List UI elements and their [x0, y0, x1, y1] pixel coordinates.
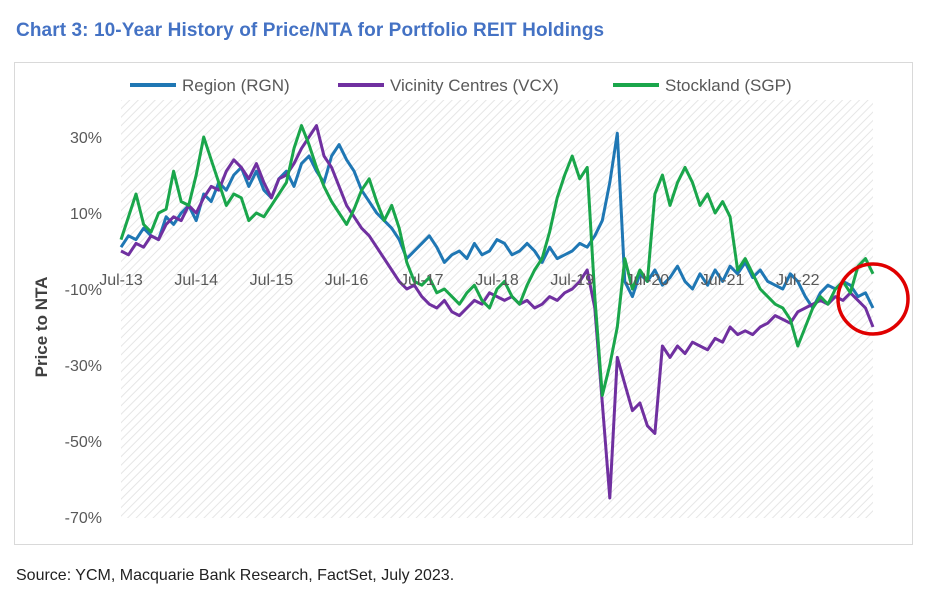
y-axis-label: Price to NTA	[32, 277, 51, 378]
legend-label: Region (RGN)	[182, 76, 290, 95]
source-note: Source: YCM, Macquarie Bank Research, Fa…	[16, 567, 455, 584]
x-tick-label: Jul-15	[250, 272, 294, 289]
x-tick-label: Jul-21	[701, 272, 745, 289]
y-tick-label: 30%	[70, 130, 102, 147]
y-tick-label: -30%	[65, 358, 102, 375]
x-tick-label: Jul-20	[626, 272, 670, 289]
x-tick-label: Jul-18	[475, 272, 519, 289]
x-tick-label: Jul-22	[776, 272, 820, 289]
y-tick-label: 10%	[70, 206, 102, 223]
y-tick-label: -10%	[65, 282, 102, 299]
series-line-1	[120, 124, 875, 500]
plot-area	[121, 100, 873, 518]
chart-title: Chart 3: 10-Year History of Price/NTA fo…	[16, 20, 605, 41]
series-line-0	[119, 131, 875, 310]
x-tick-label: Jul-17	[400, 272, 444, 289]
chart-frame	[14, 62, 913, 545]
x-tick-label: Jul-13	[99, 272, 143, 289]
x-tick-label: Jul-16	[325, 272, 369, 289]
series-line-2	[119, 124, 875, 397]
y-tick-label: -70%	[65, 510, 102, 527]
y-tick-label: -50%	[65, 434, 102, 451]
x-tick-label: Jul-14	[174, 272, 218, 289]
x-tick-label: Jul-19	[550, 272, 594, 289]
legend-label: Stockland (SGP)	[665, 76, 792, 95]
highlight-circle	[836, 262, 910, 336]
legend-label: Vicinity Centres (VCX)	[390, 76, 559, 95]
